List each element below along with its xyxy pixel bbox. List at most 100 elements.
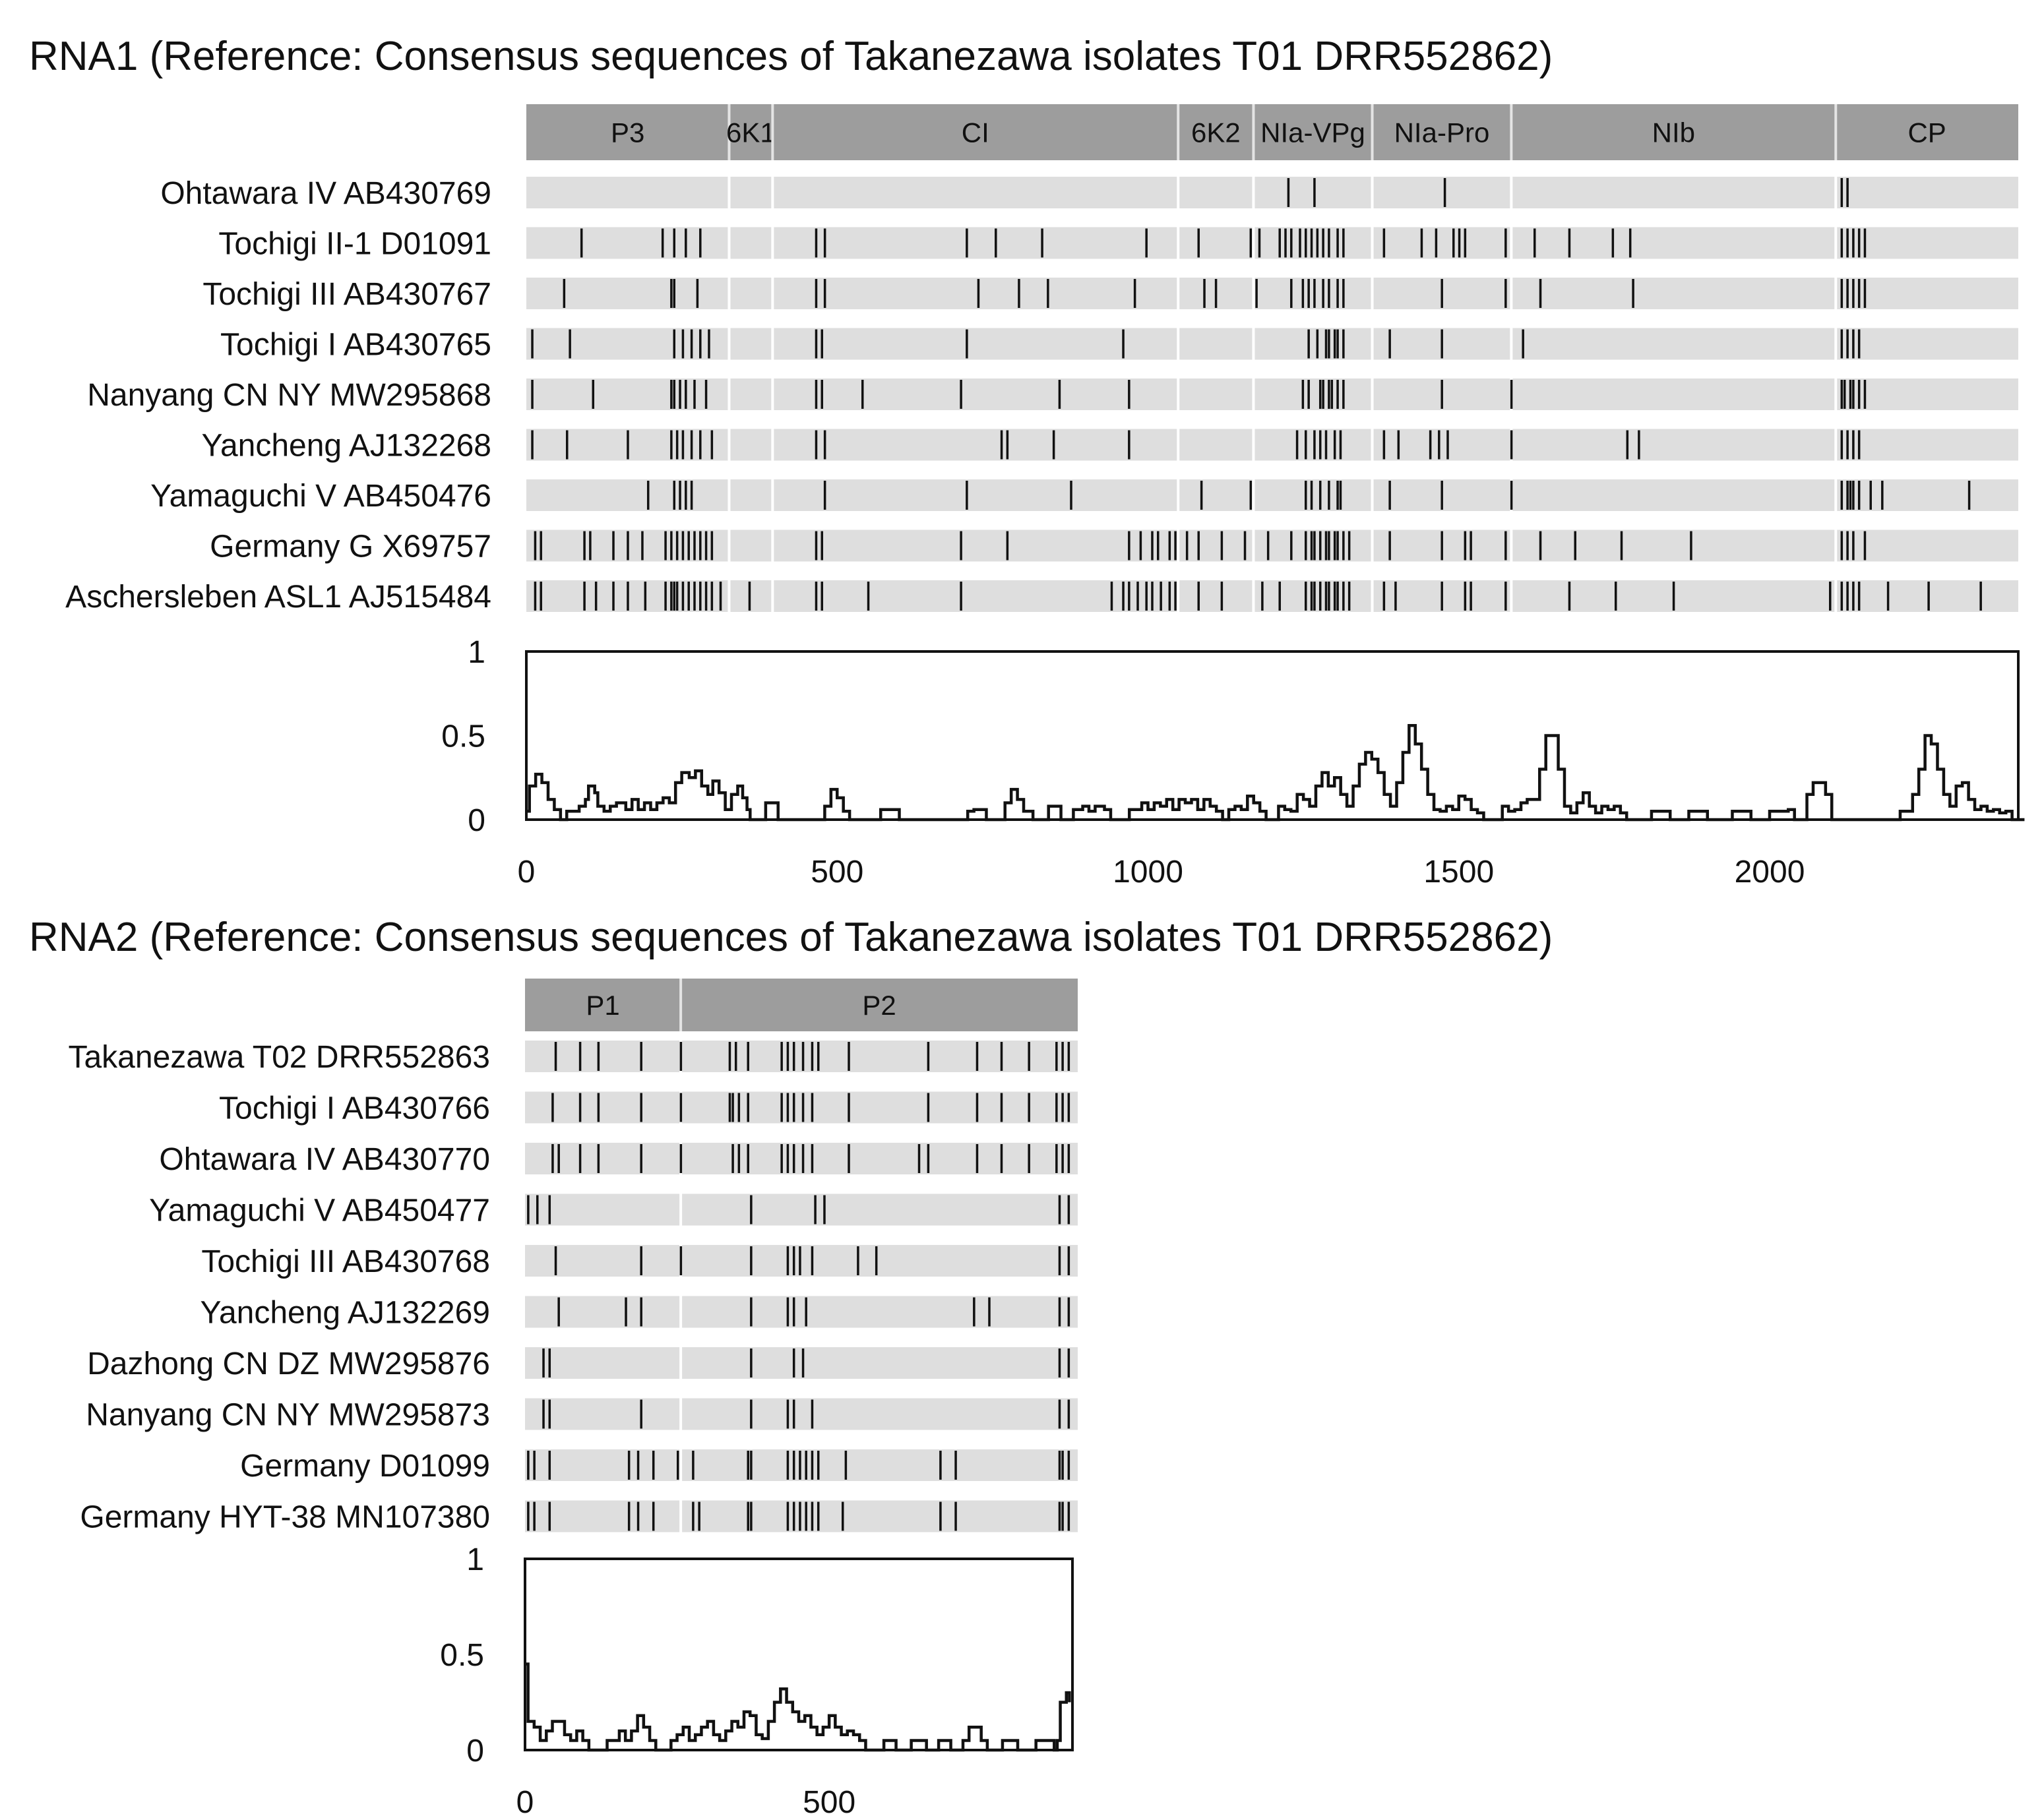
isolate-label: Germany HYT-38 MN107380 <box>80 1500 490 1535</box>
variant-site <box>1333 430 1336 460</box>
y-tick-label: 1 <box>468 635 485 670</box>
variant-site <box>1258 228 1261 258</box>
variant-site <box>1690 531 1692 560</box>
variant-site <box>679 380 681 409</box>
variant-site <box>801 1042 805 1071</box>
variant-site <box>1510 481 1513 510</box>
isolate-track <box>526 479 2018 511</box>
variant-site <box>801 1144 805 1173</box>
variant-site <box>954 1451 957 1480</box>
variant-site <box>786 1093 790 1122</box>
variant-site <box>861 380 864 409</box>
isolate-label: Germany G X69757 <box>210 530 491 564</box>
variant-site <box>811 1246 814 1275</box>
variant-site <box>1328 228 1330 258</box>
track-gene-divider <box>728 378 731 410</box>
variant-site <box>1568 582 1571 611</box>
variant-site <box>1128 531 1130 560</box>
variant-site <box>640 1042 642 1071</box>
variant-site <box>966 329 968 359</box>
variant-site <box>1041 228 1043 258</box>
variant-site <box>1336 329 1339 359</box>
variant-site <box>1305 481 1307 510</box>
variant-site <box>679 1042 683 1071</box>
track-gene-divider <box>728 177 731 208</box>
variant-site <box>966 228 968 258</box>
variant-site <box>1438 430 1440 460</box>
track-gene-divider <box>1834 227 1838 259</box>
rna1-isolate-tracks: Ohtawara IV AB430769 Tochigi II-1 D01091 T… <box>65 176 2018 615</box>
variant-site <box>652 1501 655 1531</box>
variant-site <box>699 329 702 359</box>
variant-site <box>1440 481 1443 510</box>
variant-site <box>1028 1144 1030 1173</box>
variant-site <box>750 1399 753 1429</box>
variant-site <box>670 380 673 409</box>
variant-site <box>554 1246 557 1275</box>
variant-site <box>728 1093 731 1122</box>
track-gene-divider <box>1834 429 1838 461</box>
gene-box <box>1253 104 1373 160</box>
variant-site <box>728 1042 731 1071</box>
variant-site <box>1568 228 1571 258</box>
variant-site <box>823 430 826 460</box>
variant-site <box>1145 582 1148 611</box>
isolate-track <box>526 227 2018 259</box>
variant-site <box>540 531 542 560</box>
variant-site <box>548 1195 551 1225</box>
variant-site <box>704 380 708 409</box>
variant-site <box>927 1093 930 1122</box>
isolate-track <box>525 1143 1078 1174</box>
variant-site <box>1310 228 1313 258</box>
variant-site <box>1522 329 1524 359</box>
track-gene-divider <box>1371 378 1374 410</box>
variant-site <box>939 1501 942 1531</box>
variant-site <box>719 582 722 611</box>
variant-site <box>805 1501 807 1531</box>
rna2-gene-map: P1 P2 <box>525 979 1078 1031</box>
variant-site <box>627 582 629 611</box>
isolate-row: Germany G X69757 <box>210 530 2018 564</box>
isolate-label: Yamaguchi V AB450476 <box>150 479 491 514</box>
isolate-label: Tochigi I AB430766 <box>219 1091 490 1126</box>
variant-site <box>1539 531 1542 560</box>
variant-site <box>780 1042 783 1071</box>
variant-site <box>737 1144 741 1173</box>
variant-site <box>1863 279 1867 308</box>
variant-site <box>1151 531 1154 560</box>
track-gene-divider <box>771 429 774 461</box>
isolate-label: Yamaguchi V AB450477 <box>149 1194 490 1228</box>
gene-label: NIa-Pro <box>1394 117 1490 148</box>
variant-site <box>750 1348 753 1377</box>
variant-site <box>1840 279 1843 308</box>
variant-site <box>1333 329 1336 359</box>
variant-site <box>1328 380 1330 409</box>
variant-site <box>1310 481 1313 510</box>
variant-site <box>1328 481 1330 510</box>
variant-site <box>563 279 566 308</box>
variant-site <box>811 1042 814 1071</box>
variant-site <box>750 1451 753 1480</box>
variant-site <box>1067 1399 1070 1429</box>
variant-site <box>1846 481 1849 510</box>
variant-site <box>640 1297 642 1327</box>
variant-site <box>1829 582 1832 611</box>
track-gene-divider <box>1177 177 1180 208</box>
track-gene-divider <box>1371 580 1374 612</box>
variant-site <box>557 1297 560 1327</box>
variant-site <box>548 1399 551 1429</box>
variant-site <box>597 1042 600 1071</box>
variant-site <box>636 1451 640 1480</box>
track-gene-divider <box>1252 429 1255 461</box>
variant-site <box>1249 481 1253 510</box>
variant-site <box>805 1451 807 1480</box>
isolate-row: Yancheng AJ132268 <box>202 429 2018 464</box>
variant-site <box>1000 1093 1003 1122</box>
variant-site <box>801 1348 805 1377</box>
variant-site <box>1852 481 1855 510</box>
variant-site <box>1638 430 1640 460</box>
variant-site <box>1305 430 1307 460</box>
variant-site <box>1284 228 1287 258</box>
isolate-track <box>526 530 2018 562</box>
track-gene-divider <box>728 530 731 562</box>
